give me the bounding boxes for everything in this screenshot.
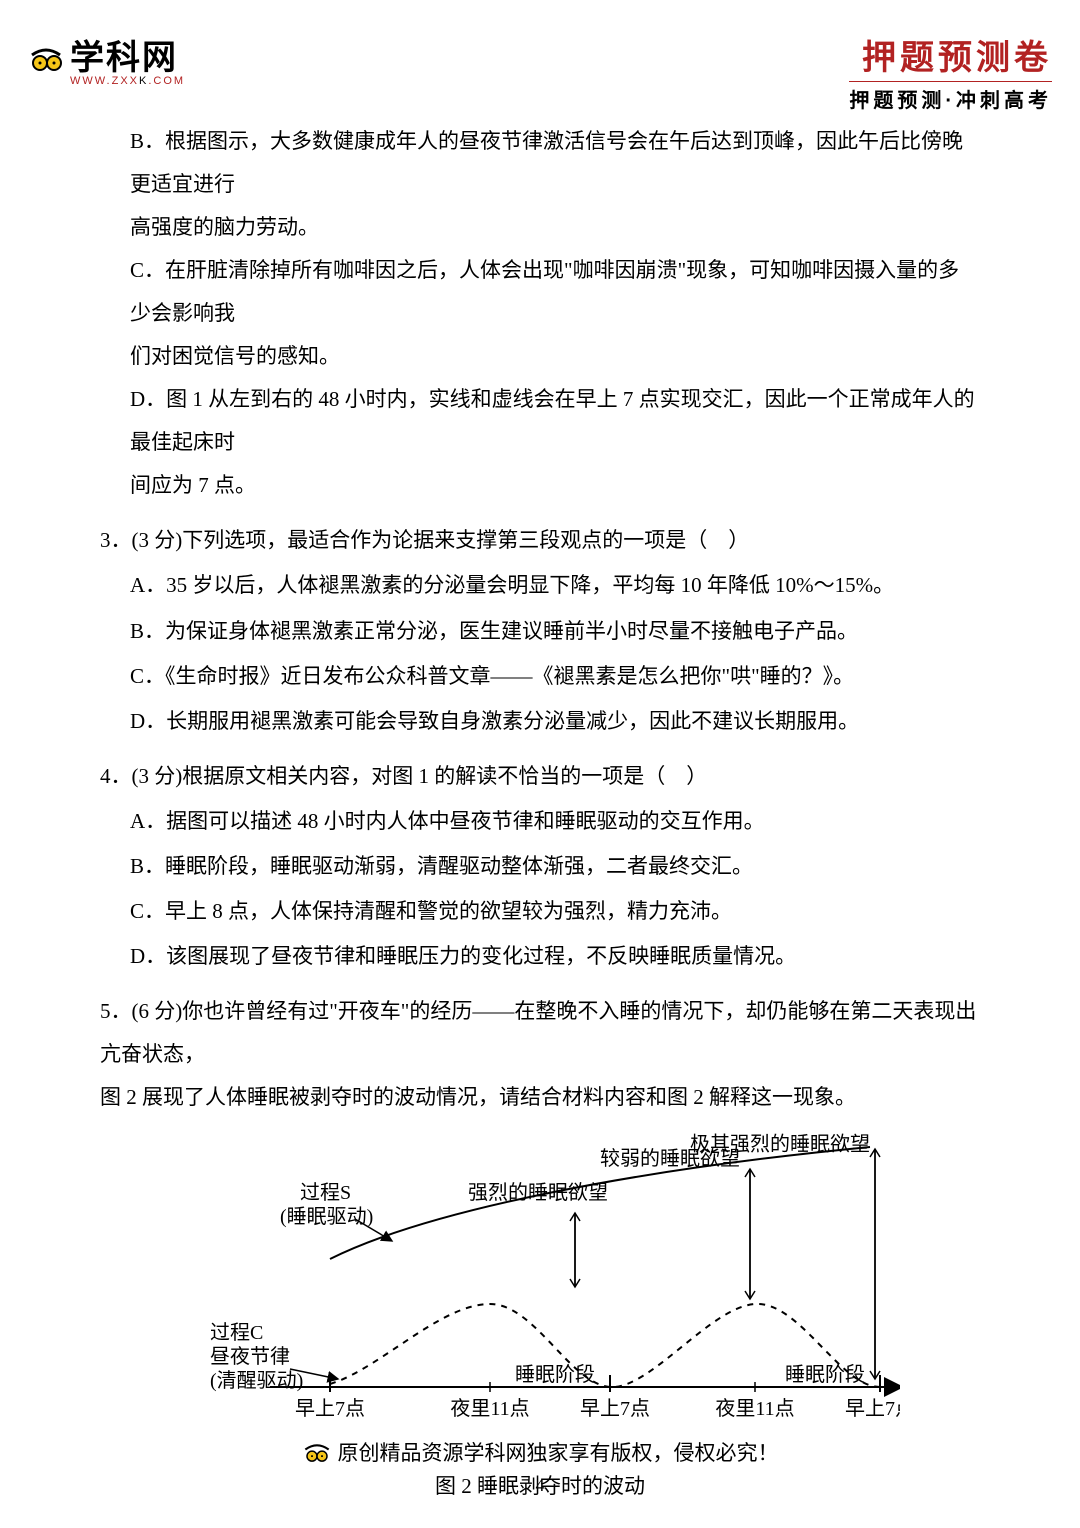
q2-option-b-line2: 高强度的脑力劳动。 [130, 206, 980, 249]
q2-option-d-line2: 间应为 7 点。 [130, 464, 980, 507]
svg-text:早上7点: 早上7点 [295, 1397, 365, 1420]
q4-option-a: A．据图可以描述 48 小时内人体中昼夜节律和睡眠驱动的交互作用。 [130, 800, 980, 843]
logo-left: 学科网 WWW.ZXXK.COM [28, 30, 185, 87]
footer-text: 原创精品资源学科网独家享有版权，侵权必究！ [338, 1437, 779, 1467]
header-right-main: 押题预测卷 [849, 30, 1052, 79]
q2-option-d-line1: D．图 1 从左到右的 48 小时内，实线和虚线会在早上 7 点实现交汇，因此一… [130, 378, 980, 464]
svg-text:早上7点: 早上7点 [580, 1397, 650, 1420]
page-header: 学科网 WWW.ZXXK.COM 押题预测卷 押题预测·冲刺高考 [28, 30, 1052, 113]
q4-option-d: D．该图展现了昼夜节律和睡眠压力的变化过程，不反映睡眠质量情况。 [130, 935, 980, 978]
logo-sub-text: WWW.ZXXK.COM [70, 75, 185, 87]
footer: 原创精品资源学科网独家享有版权，侵权必究！ [0, 1437, 1080, 1470]
q4-option-c: C．早上 8 点，人体保持清醒和警觉的欲望较为强烈，精力充沛。 [130, 890, 980, 933]
svg-text:昼夜节律: 昼夜节律 [210, 1345, 290, 1368]
q3-option-b: B．为保证身体褪黑激素正常分泌，医生建议睡前半小时尽量不接触电子产品。 [130, 610, 980, 653]
q2-option-b-line1: B．根据图示，大多数健康成年人的昼夜节律激活信号会在午后达到顶峰，因此午后比傍晚… [130, 120, 980, 206]
logo-text-block: 学科网 WWW.ZXXK.COM [70, 30, 185, 87]
svg-text:夜里11点: 夜里11点 [715, 1397, 794, 1420]
q4-option-b: B．睡眠阶段，睡眠驱动渐弱，清醒驱动整体渐强，二者最终交汇。 [130, 845, 980, 888]
footer-line: 原创精品资源学科网独家享有版权，侵权必究！ [302, 1437, 779, 1467]
svg-text:过程C: 过程C [210, 1321, 263, 1344]
q3-option-d: D．长期服用褪黑激素可能会导致自身激素分泌量减少，因此不建议长期服用。 [130, 700, 980, 743]
footer-icon [302, 1439, 332, 1465]
q2-option-c-line1: C．在肝脏清除掉所有咖啡因之后，人体会出现"咖啡因崩溃"现象，可知咖啡因摄入量的… [130, 249, 980, 335]
logo-sub-prefix: WWW. [70, 75, 112, 87]
q2-option-c-line2: 们对困觉信号的感知。 [130, 335, 980, 378]
logo-sub-suffix: .COM [148, 75, 185, 87]
q5-line1: 5．(6 分)你也许曾经有过"开夜车"的经历——在整晚不入睡的情况下，却仍能够在… [100, 990, 980, 1076]
logo-sub-mid: ZXX [112, 75, 139, 87]
svg-text:睡眠阶段: 睡眠阶段 [785, 1363, 865, 1386]
q5-line2: 图 2 展现了人体睡眠被剥夺时的波动情况，请结合材料内容和图 2 解释这一现象。 [100, 1076, 980, 1119]
figure-2-svg: 过程S(睡眠驱动)过程C昼夜节律(清醒驱动)强烈的睡眠欲望较弱的睡眠欲望极其强烈… [180, 1129, 900, 1459]
q4-stem: 4．(3 分)根据原文相关内容，对图 1 的解读不恰当的一项是（ ） [100, 755, 980, 798]
svg-text:过程S: 过程S [300, 1181, 351, 1204]
svg-text:(清醒驱动): (清醒驱动) [210, 1369, 303, 1392]
q3-option-c: C．《生命时报》近日发布公众科普文章——《褪黑素是怎么把你"哄"睡的？》。 [130, 655, 980, 698]
svg-text:(睡眠驱动): (睡眠驱动) [280, 1205, 373, 1228]
page-number: 4 [0, 1475, 1080, 1496]
svg-text:睡眠阶段: 睡眠阶段 [515, 1363, 595, 1386]
svg-text:早上7点: 早上7点 [845, 1397, 900, 1420]
svg-text:强烈的睡眠欲望: 强烈的睡眠欲望 [468, 1181, 608, 1204]
logo-main-text: 学科网 [70, 30, 185, 79]
logo-icon [28, 41, 64, 77]
q3-stem: 3．(3 分)下列选项，最适合作为论据来支撑第三段观点的一项是（ ） [100, 519, 980, 562]
svg-text:极其强烈的睡眠欲望: 极其强烈的睡眠欲望 [690, 1133, 870, 1156]
logo-sub-k: K [139, 75, 148, 87]
content-area: B．根据图示，大多数健康成年人的昼夜节律激活信号会在午后达到顶峰，因此午后比傍晚… [100, 120, 980, 1508]
q3-option-a: A．35 岁以后，人体褪黑激素的分泌量会明显下降，平均每 10 年降低 10%～… [130, 564, 980, 607]
svg-text:夜里11点: 夜里11点 [450, 1397, 529, 1420]
header-right: 押题预测卷 押题预测·冲刺高考 [849, 30, 1052, 113]
header-right-sub: 押题预测·冲刺高考 [849, 81, 1052, 113]
